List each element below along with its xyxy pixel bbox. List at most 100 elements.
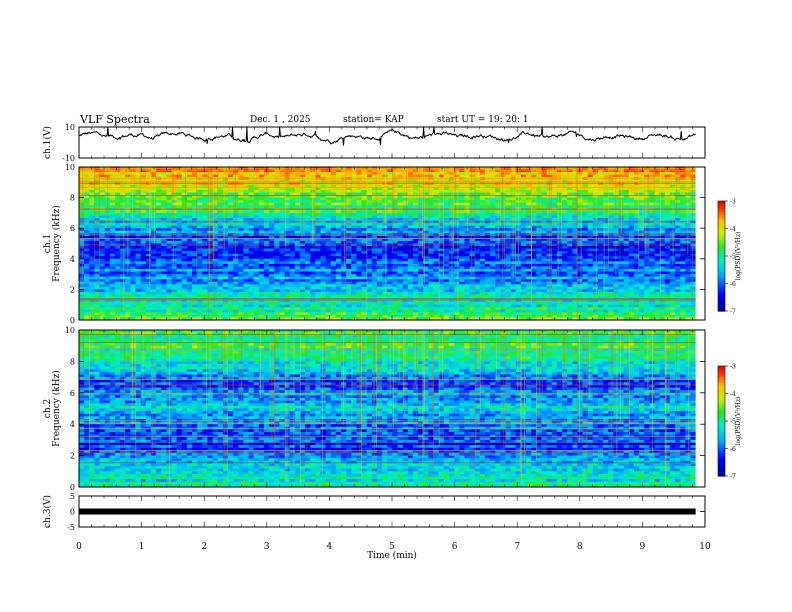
ch1-spectrogram-cell — [366, 192, 373, 196]
ch1-spectrogram-cell — [222, 215, 229, 219]
ch1-spectrogram-cell — [233, 233, 239, 237]
ch1-spectrogram-cell — [248, 172, 255, 176]
ch1-spectrogram-cell — [253, 228, 260, 232]
ch1-spectrogram-cell — [351, 184, 358, 188]
ch1-spectrogram-cell — [243, 192, 250, 196]
ch1-spectrogram-cell — [279, 200, 286, 204]
ch1-spectrogram-cell — [639, 218, 645, 222]
ch1-spectrogram-cell — [161, 225, 167, 229]
ch1-spectrogram-cell — [413, 200, 419, 204]
ch1-spectrogram-cell — [500, 218, 507, 222]
ch1-spectrogram-cell — [664, 230, 671, 234]
ch1-spectrogram-cell — [526, 212, 532, 217]
ch1-spectrogram-cell — [346, 187, 352, 191]
ch1-spectrogram-cell — [438, 174, 445, 178]
ch1-spectrogram-cell — [217, 223, 224, 227]
ch1-spectrogram-cell — [89, 212, 96, 217]
ch1-spectrogram-cell — [608, 189, 614, 194]
ch1-spectrogram-cell — [120, 184, 126, 188]
ch1-spectrogram-cell — [361, 228, 368, 232]
ch1-spectrogram-cell — [120, 172, 126, 176]
ch1-spectrogram-cell — [541, 172, 548, 176]
ch1-spectrogram-cell — [428, 223, 435, 227]
ch1-spectrogram-cell — [341, 202, 347, 206]
ch1-spectrogram-cell — [371, 223, 378, 227]
ch1-spectrogram-cell — [510, 205, 517, 209]
ch1-spectrogram-cell — [423, 235, 430, 239]
ch1-spectrogram-cell — [402, 187, 409, 191]
ch1-spectrogram-cell — [454, 174, 460, 178]
ch1-spectrogram-cell — [690, 228, 697, 232]
ch1-spectrogram-cell — [654, 184, 661, 188]
ch1-spectrogram-cell — [659, 172, 666, 176]
ch1-spectrogram-cell — [562, 225, 568, 229]
ch1-spectrogram-cell — [99, 182, 106, 186]
ch1-spectrogram-cell — [500, 212, 507, 217]
ch1-spectrogram-cell — [156, 189, 162, 194]
ch1-spectrogram-cell — [438, 200, 445, 204]
ch1-spectrogram-cell — [587, 233, 594, 237]
ch1-spectrogram-cell — [258, 230, 265, 234]
ch1-spectrogram-cell — [423, 205, 430, 209]
ch1-spectrogram-cell — [114, 202, 121, 206]
ch1-spectrogram-cell — [186, 187, 193, 191]
ch1-spectrogram-cell — [649, 174, 656, 178]
ch1-spectrogram-cell — [603, 205, 609, 209]
ch1-spectrogram-cell — [603, 172, 609, 176]
ch1-spectrogram-cell — [217, 210, 224, 214]
ch1-spectrogram-cell — [89, 202, 96, 206]
ch1-spectrogram-cell — [274, 174, 280, 178]
ch1-spectrogram-cell — [387, 218, 394, 222]
ch1-spectrogram-cell — [145, 192, 152, 196]
ch1-spectrogram-cell — [572, 205, 579, 209]
ch1-spectrogram-cell — [330, 172, 337, 176]
ch1-spectrogram-cell — [484, 192, 491, 196]
ch1-spectrogram-cell — [402, 233, 409, 237]
ch1-spectrogram-cell — [464, 189, 471, 194]
ch1-spectrogram-cell — [89, 215, 96, 219]
ch1-spectrogram-cell — [623, 184, 630, 188]
ch1-spectrogram-cell — [490, 172, 496, 176]
ch1-spectrogram-cell — [238, 195, 245, 199]
ch1-spectrogram-cell — [526, 233, 532, 237]
ch1-spectrogram-cell — [207, 174, 214, 178]
ch1-spectrogram-cell — [438, 195, 445, 199]
ch1-spectrogram-cell — [171, 228, 178, 232]
ch1-spectrogram-cell — [428, 187, 435, 191]
ch1-spectrogram-cell — [202, 197, 209, 201]
ch1-spectrogram-cell — [633, 205, 640, 209]
ch1-spectrogram-cell — [274, 172, 280, 176]
ch1-spectrogram-cell — [320, 205, 327, 209]
ch1-spectrogram-cell — [238, 182, 245, 186]
ch1-spectrogram-cell — [217, 215, 224, 219]
ch1-spectrogram-cell — [541, 225, 548, 229]
ch1-spectrogram-cell — [505, 184, 512, 188]
ch1-spectrogram-cell — [680, 223, 686, 227]
ch1-spectrogram-cell — [407, 212, 414, 217]
ch1-spectrogram-cell — [628, 174, 635, 178]
ch1-spectrogram-cell — [140, 202, 147, 206]
ch1-spectrogram-cell — [294, 202, 301, 206]
ch1-spectrogram-cell — [592, 195, 599, 199]
ch1-spectrogram-cell — [346, 200, 352, 204]
ch1-spectrogram-cell — [654, 233, 661, 237]
ch1-spectrogram-cell — [505, 235, 512, 239]
ch1-spectrogram-cell — [269, 182, 275, 186]
ch1-spectrogram-cell — [423, 184, 430, 188]
ch1-spectrogram-cell — [279, 195, 286, 199]
ch1-spectrogram-cell — [253, 233, 260, 237]
ch1-spectrogram-cell — [582, 233, 589, 237]
ch1-spectrogram-cell — [582, 218, 589, 222]
ch1-spectrogram-cell — [233, 187, 239, 191]
ch1-spectrogram-cell — [161, 172, 167, 176]
ch1-spectrogram-cell — [341, 228, 347, 232]
ch1-spectrogram-cell — [171, 174, 178, 178]
ch1-spectrogram-cell — [305, 233, 311, 237]
ch1-spectrogram-cell — [145, 195, 152, 199]
ch1-spectrogram-cell — [212, 192, 219, 196]
ch1-spectrogram-cell — [186, 184, 193, 188]
ch1-spectrogram-cell — [659, 202, 666, 206]
ch1-spectrogram-cell — [366, 200, 373, 204]
ch1-spectrogram-cell — [392, 230, 399, 234]
ch1-spectrogram-cell — [562, 182, 568, 186]
